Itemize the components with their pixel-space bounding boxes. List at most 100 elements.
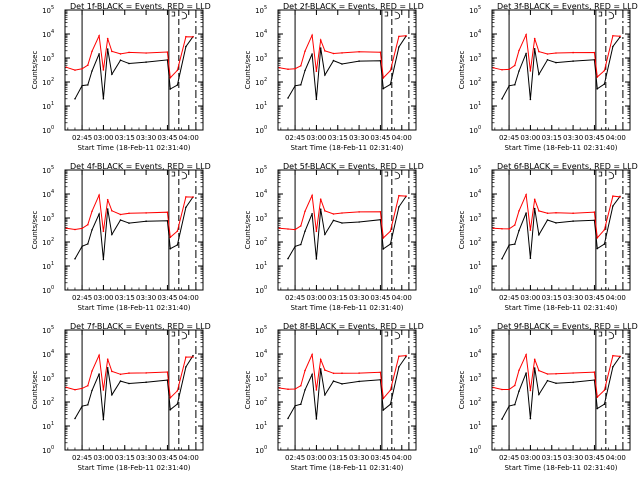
data-point-lld xyxy=(192,36,194,38)
y-tick-label: 10 xyxy=(42,191,51,199)
y-tick-exponent: 5 xyxy=(478,5,481,11)
data-point-lld xyxy=(74,388,76,391)
data-point-lld xyxy=(91,370,93,372)
x-tick-label: 02:45 xyxy=(72,294,92,302)
data-point-events xyxy=(294,245,296,248)
data-point-lld xyxy=(324,210,326,212)
data-point-events xyxy=(341,222,343,224)
y-tick-label: 10 xyxy=(255,423,264,431)
data-point-events xyxy=(508,85,510,87)
data-point-events xyxy=(538,393,540,396)
data-point-lld xyxy=(65,66,68,69)
data-point-lld xyxy=(98,354,100,357)
data-point-lld xyxy=(304,50,306,52)
y-tick-label: 10 xyxy=(255,375,264,383)
data-point-lld xyxy=(619,355,621,358)
data-point-events xyxy=(106,48,109,50)
y-tick-exponent: 2 xyxy=(264,77,267,83)
data-point-lld xyxy=(192,196,194,198)
data-point-lld xyxy=(315,70,318,72)
bracket-symbol xyxy=(171,331,188,340)
y-tick-exponent: 4 xyxy=(264,189,267,195)
data-point-events xyxy=(533,207,536,210)
data-point-events xyxy=(501,98,503,100)
data-point-events xyxy=(300,243,302,246)
plot-frame xyxy=(64,9,204,131)
data-point-lld xyxy=(389,389,392,392)
y-tick-label: 10 xyxy=(469,79,478,87)
plot-frame xyxy=(491,329,631,451)
data-point-lld xyxy=(379,51,382,53)
bracket-symbol xyxy=(384,171,401,180)
y-axis-title: Counts/sec xyxy=(31,51,39,90)
data-point-events xyxy=(185,366,187,368)
data-point-events xyxy=(612,45,614,48)
data-point-lld xyxy=(379,211,382,213)
data-point-lld xyxy=(546,373,549,375)
y-tick-exponent: 2 xyxy=(478,237,481,243)
data-point-events xyxy=(382,87,385,90)
data-point-lld xyxy=(538,50,540,53)
data-point-events xyxy=(518,70,520,72)
data-point-events xyxy=(389,243,392,245)
panel-title: Det 7f-BLACK = Events, RED = LLD xyxy=(70,322,211,331)
y-tick-exponent: 1 xyxy=(478,421,481,427)
data-point-lld xyxy=(287,388,289,391)
data-point-events xyxy=(287,417,289,420)
data-point-lld xyxy=(278,227,281,229)
series-line-lld xyxy=(66,33,194,79)
data-point-lld xyxy=(501,388,503,391)
x-tick-label: 03:30 xyxy=(563,454,583,462)
x-tick-label: 04:00 xyxy=(606,454,626,462)
x-tick-label: 03:45 xyxy=(370,294,390,302)
data-point-lld xyxy=(332,52,335,55)
data-point-lld xyxy=(529,229,532,231)
data-point-events xyxy=(119,59,122,61)
series-line-events xyxy=(287,196,407,259)
data-point-events xyxy=(81,245,83,248)
panel-title: Det 8f-BLACK = Events, RED = LLD xyxy=(283,322,424,331)
data-point-lld xyxy=(405,354,407,357)
x-tick-label: 02:45 xyxy=(499,454,519,462)
x-tick-label: 03:15 xyxy=(328,294,348,302)
x-tick-label: 03:30 xyxy=(136,134,156,142)
y-tick-exponent: 1 xyxy=(51,421,54,427)
data-point-events xyxy=(341,63,343,65)
y-axis-title: Counts/sec xyxy=(244,211,252,250)
data-point-events xyxy=(324,233,326,236)
y-tick-exponent: 0 xyxy=(51,445,54,451)
y-tick-exponent: 0 xyxy=(264,125,267,131)
data-point-events xyxy=(300,403,302,406)
series-line-lld xyxy=(279,193,407,239)
panel-title: Det 2f-BLACK = Events, RED = LLD xyxy=(283,2,424,11)
data-point-lld xyxy=(98,35,100,37)
data-point-lld xyxy=(185,356,187,358)
data-point-lld xyxy=(145,372,147,374)
x-axis-title: Start Time (18-Feb-11 02:31:40) xyxy=(77,304,190,312)
y-tick-label: 10 xyxy=(255,55,264,63)
data-point-lld xyxy=(74,228,76,231)
y-tick-label: 10 xyxy=(42,31,51,39)
x-tick-label: 03:45 xyxy=(157,454,177,462)
x-axis-title: Start Time (18-Feb-11 02:31:40) xyxy=(77,464,190,472)
x-tick-label: 03:00 xyxy=(93,134,113,142)
x-tick-label: 03:15 xyxy=(115,454,135,462)
data-point-lld xyxy=(514,64,516,67)
data-point-events xyxy=(294,85,296,87)
data-point-events xyxy=(169,88,172,90)
data-point-lld xyxy=(128,51,130,54)
data-point-lld xyxy=(572,372,574,374)
y-tick-label: 10 xyxy=(42,7,51,15)
data-point-events xyxy=(315,258,318,260)
y-tick-label: 10 xyxy=(255,215,264,223)
data-point-lld xyxy=(603,69,606,72)
data-point-lld xyxy=(533,37,536,40)
y-tick-label: 10 xyxy=(42,263,51,271)
x-tick-label: 03:45 xyxy=(370,454,390,462)
data-point-events xyxy=(106,367,109,369)
data-point-events xyxy=(546,59,549,61)
data-point-lld xyxy=(106,198,109,201)
x-axis-title: Start Time (18-Feb-11 02:31:40) xyxy=(504,304,617,312)
y-tick-exponent: 2 xyxy=(264,397,267,403)
